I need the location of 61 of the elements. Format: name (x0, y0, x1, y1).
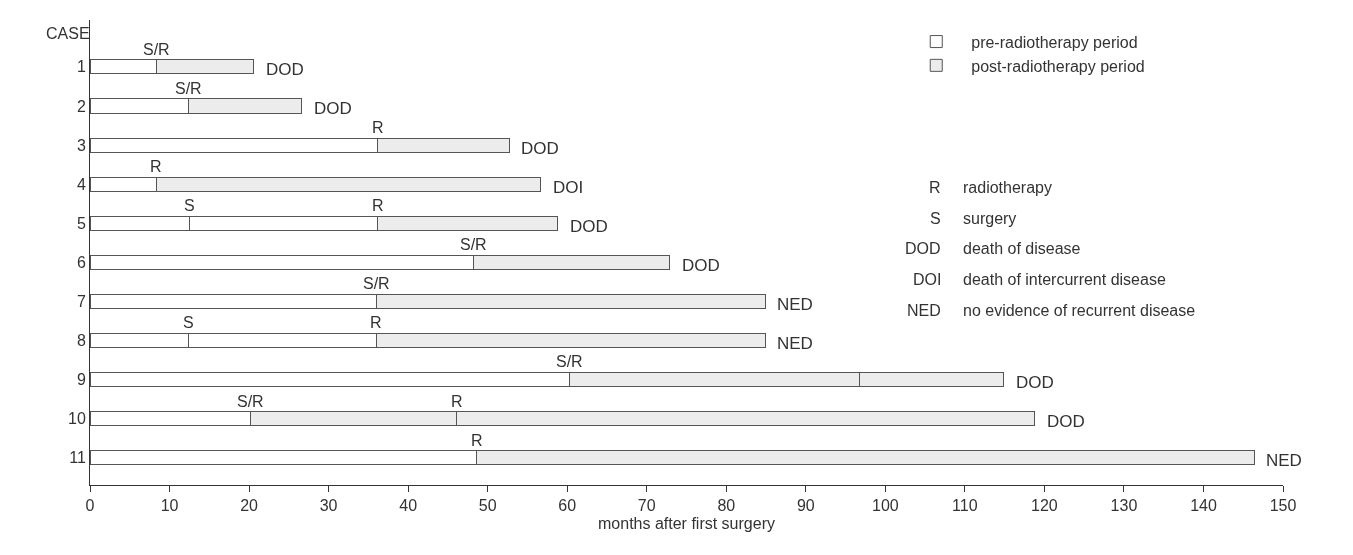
annotation: DOD (570, 217, 608, 236)
x-tick-label: 80 (717, 497, 736, 515)
legend-label: post-radiotherapy period (971, 57, 1145, 75)
x-axis-title: months after first surgery (598, 514, 775, 532)
y-tick-label: 8 (76, 332, 86, 350)
annotation: S (183, 314, 194, 331)
annotation: S/R (143, 41, 170, 58)
x-tick-label: 150 (1269, 497, 1297, 515)
y-tick-label: 11 (69, 449, 86, 467)
x-tick-label: 10 (160, 497, 179, 515)
annotation: NED (777, 334, 813, 353)
y-tick-label: 3 (76, 136, 86, 154)
annotation: S/R (237, 393, 264, 410)
annotation: S (184, 197, 195, 214)
y-tick-label: 2 (76, 97, 86, 115)
text: S surgery (930, 210, 1017, 227)
annotation: S/R (460, 236, 487, 253)
x-tick-label: 70 (637, 497, 656, 515)
text: NED no evidence of recurrent disease (907, 302, 1196, 319)
annotation: R (471, 432, 483, 449)
y-tick-label: 7 (76, 292, 86, 310)
annotation: DOD (1016, 373, 1054, 392)
annotation: DOI (553, 178, 584, 197)
annotation: NED (1266, 451, 1302, 470)
y-axis-title: CASE (46, 25, 90, 42)
annotation: S/R (175, 80, 202, 97)
x-tick-label: 90 (796, 497, 815, 515)
annotation: R (372, 119, 384, 136)
annotation: R (372, 197, 384, 214)
y-tick-label: 4 (76, 175, 86, 193)
text: R radiotherapy (929, 179, 1052, 196)
x-tick-label: 50 (478, 497, 497, 515)
annotation: DOD (521, 139, 559, 158)
text: DOD death of disease (905, 240, 1081, 257)
annotation: DOD (314, 99, 352, 118)
annotation: S/R (363, 275, 390, 292)
annotation: R (370, 314, 382, 331)
y-tick-label: 10 (68, 410, 86, 428)
annotation: R (451, 393, 463, 410)
x-tick-label: 60 (558, 497, 577, 515)
text: DOI death of intercurrent disease (913, 271, 1166, 288)
annotation: S/R (556, 353, 583, 370)
annotation: DOD (1047, 412, 1085, 431)
x-tick-label: 30 (319, 497, 338, 515)
annotation: R (150, 158, 162, 175)
x-tick-label: 130 (1110, 497, 1138, 515)
x-tick-label: 20 (240, 497, 259, 515)
y-tick-label: 6 (76, 253, 86, 271)
annotation: DOD (266, 60, 304, 79)
x-tick-label: 100 (871, 497, 899, 515)
annotation: NED (777, 295, 813, 314)
x-tick-label: 40 (399, 497, 418, 515)
x-tick-label: 140 (1190, 497, 1217, 515)
x-tick-label: 0 (85, 497, 95, 515)
annotation: DOD (682, 256, 720, 275)
x-tick-label: 120 (1031, 497, 1058, 515)
x-tick-label: 110 (952, 497, 978, 515)
y-tick-label: 9 (76, 371, 86, 389)
y-tick-label: 5 (76, 214, 86, 232)
y-tick-label: 1 (76, 58, 86, 76)
legend-label: pre-radiotherapy period (971, 33, 1138, 51)
